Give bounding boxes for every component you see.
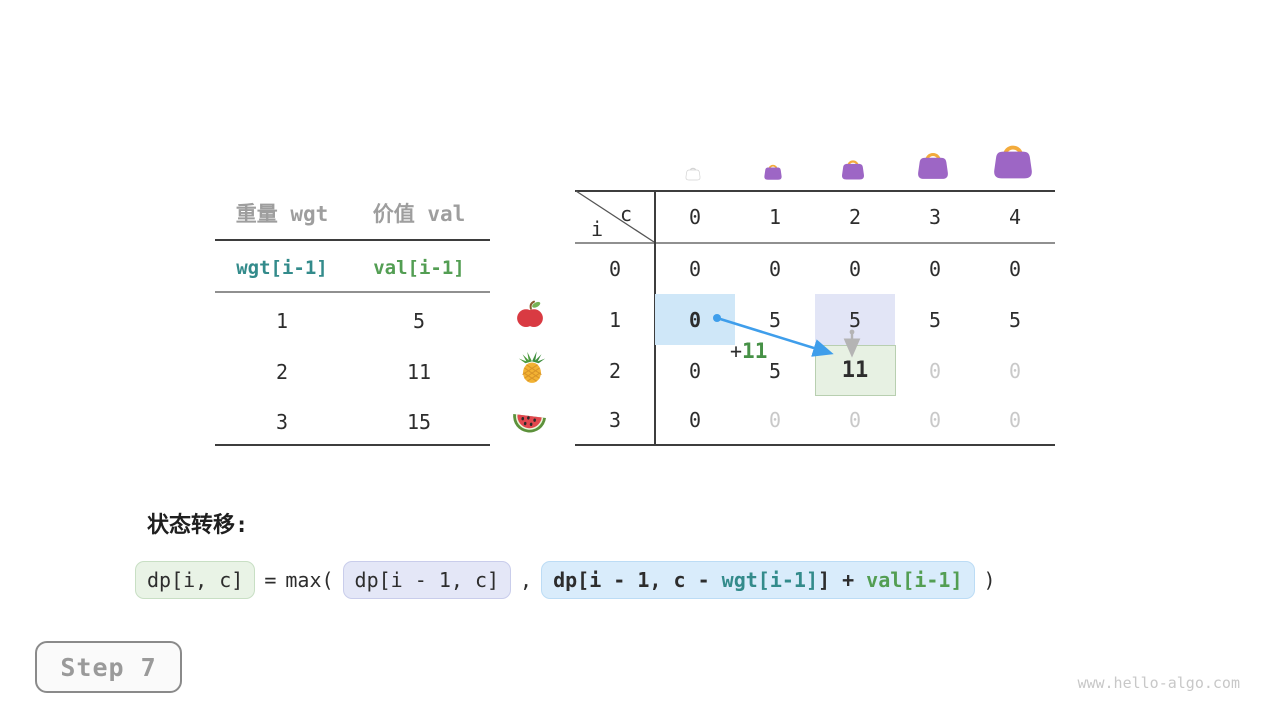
- bag-medium-icon: [839, 153, 867, 181]
- dp-row-header-3: 3: [608, 408, 622, 432]
- items-table-wgt-formula: wgt[i-1]: [236, 257, 328, 279]
- dp-cell-2-2: 11: [841, 358, 869, 383]
- item-2-weight: 2: [275, 360, 289, 384]
- items-table-header-weight: 重量 wgt: [235, 202, 329, 226]
- dp-table-line-header: [575, 242, 1055, 244]
- dp-cell-3-2: 0: [848, 408, 862, 432]
- items-table-line-bottom: [215, 444, 490, 446]
- formula-arg1-box: dp[i - 1, c]: [342, 561, 512, 599]
- dp-cell-3-3: 0: [928, 408, 942, 432]
- dp-col-header-1: 1: [768, 204, 782, 229]
- pineapple-icon: [518, 351, 546, 383]
- dp-col-header-3: 3: [928, 204, 942, 229]
- watermelon-icon: [513, 414, 546, 433]
- dp-cell-0-3: 0: [928, 256, 942, 281]
- dp-cell-3-1: 0: [768, 408, 782, 432]
- dp-col-header-4: 4: [1008, 204, 1022, 229]
- dp-col-header-0: 0: [688, 204, 702, 229]
- formula-arg2-box: dp[i - 1, c - wgt[i-1]] + val[i-1]: [541, 561, 975, 599]
- dp-cell-2-1: 5: [768, 358, 782, 383]
- bag-large-icon: [914, 143, 952, 181]
- formula-arg2-prefix: dp[i - 1, c -: [553, 568, 722, 592]
- dp-cell-2-3: 0: [928, 358, 942, 383]
- dp-cell-1-1: 5: [768, 307, 782, 332]
- formula-close-paren: ): [983, 568, 996, 592]
- dp-cell-1-4: 5: [1008, 307, 1022, 332]
- formula-lhs-box: dp[i, c]: [135, 561, 256, 599]
- bag-xlarge-icon: [989, 133, 1037, 181]
- items-table-val-formula: val[i-1]: [373, 257, 465, 279]
- dp-cell-2-0: 0: [688, 358, 702, 383]
- formula-arg2-plus: +: [830, 568, 867, 592]
- dp-cell-0-4: 0: [1008, 256, 1022, 281]
- transition-add-label: +11: [730, 339, 767, 363]
- step-badge[interactable]: Step 7: [35, 641, 182, 693]
- dp-corner-row-var: i: [591, 217, 604, 241]
- formula-equals: =: [264, 568, 277, 592]
- items-table-header-value: 价值 val: [372, 202, 466, 226]
- added-value: 11: [742, 339, 768, 363]
- formula-arg2-val: val[i-1]: [866, 568, 963, 592]
- dp-row-header-0: 0: [608, 256, 622, 281]
- dp-cell-3-0: 0: [688, 408, 702, 432]
- dp-cell-0-2: 0: [848, 256, 862, 281]
- item-1-value: 5: [412, 309, 426, 333]
- item-2-value: 11: [406, 360, 432, 384]
- items-table-line-top: [215, 239, 490, 241]
- watermark: www.hello-algo.com: [1077, 674, 1240, 692]
- dp-cell-2-4: 0: [1008, 358, 1022, 383]
- dp-corner-col-var: c: [620, 202, 633, 226]
- dp-table-line-vertical: [654, 190, 656, 445]
- formula-arg2-wgt: wgt[i-1]: [721, 568, 818, 592]
- dp-cell-0-0: 0: [688, 256, 702, 281]
- state-transition-heading: 状态转移:: [147, 513, 249, 538]
- plus-sign: +: [730, 339, 743, 363]
- dp-col-header-2: 2: [848, 204, 862, 229]
- dp-row-header-2: 2: [608, 358, 622, 383]
- dp-cell-1-3: 5: [928, 307, 942, 332]
- apple-icon: [517, 300, 543, 327]
- formula-comma: ,: [520, 568, 533, 592]
- dp-cell-1-0: 0: [688, 307, 702, 332]
- bag-small-icon: [762, 159, 784, 181]
- dp-cell-0-1: 0: [768, 256, 782, 281]
- items-table-line-mid: [215, 291, 490, 293]
- dp-row-header-1: 1: [608, 307, 622, 332]
- dp-corner-diagonal: [575, 190, 655, 243]
- dp-table-line-bottom: [575, 443, 1055, 446]
- item-1-weight: 1: [275, 309, 289, 333]
- bag-empty-icon: [684, 163, 702, 181]
- item-3-value: 15: [406, 410, 432, 434]
- dp-table-line-top: [575, 190, 1055, 192]
- formula-arg2-bracket: ]: [818, 568, 831, 592]
- item-3-weight: 3: [275, 410, 289, 434]
- state-transition-formula: dp[i, c] = max( dp[i - 1, c] , dp[i - 1,…: [135, 561, 996, 599]
- dp-cell-1-2: 5: [848, 307, 862, 332]
- formula-max-open: max(: [285, 568, 334, 592]
- dp-cell-3-4: 0: [1008, 408, 1022, 432]
